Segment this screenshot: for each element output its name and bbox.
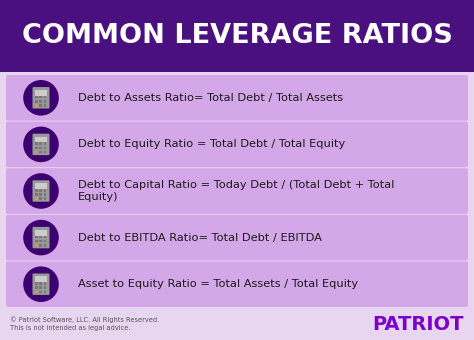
Bar [44, 286, 46, 289]
Text: PATRIOT: PATRIOT [373, 314, 464, 334]
Bar [39, 282, 42, 285]
Bar [44, 142, 46, 145]
Bar [44, 100, 46, 103]
Bar [35, 286, 38, 289]
FancyBboxPatch shape [35, 90, 47, 96]
Bar [35, 240, 38, 242]
Bar [44, 104, 46, 107]
Bar [39, 151, 42, 153]
Text: Asset to Equity Ratio = Total Assets / Total Equity: Asset to Equity Ratio = Total Assets / T… [78, 279, 358, 289]
Text: Debt to Assets Ratio= Total Debt / Total Assets: Debt to Assets Ratio= Total Debt / Total… [78, 93, 343, 103]
FancyBboxPatch shape [35, 276, 47, 282]
Circle shape [23, 80, 59, 116]
Bar [35, 96, 38, 99]
FancyBboxPatch shape [33, 134, 49, 155]
Bar [35, 142, 38, 145]
Bar [35, 147, 38, 149]
Bar [39, 291, 42, 293]
Circle shape [23, 126, 59, 162]
Bar [44, 151, 46, 153]
Circle shape [23, 173, 59, 209]
FancyBboxPatch shape [33, 87, 49, 108]
FancyBboxPatch shape [33, 180, 49, 202]
Bar [39, 193, 42, 196]
Bar [44, 236, 46, 238]
FancyBboxPatch shape [35, 183, 47, 189]
Bar [44, 147, 46, 149]
Text: COMMON LEVERAGE RATIOS: COMMON LEVERAGE RATIOS [21, 23, 453, 49]
Bar [39, 236, 42, 238]
Text: Debt to EBITDA Ratio= Total Debt / EBITDA: Debt to EBITDA Ratio= Total Debt / EBITD… [78, 233, 322, 243]
Bar [44, 244, 46, 246]
Bar [35, 104, 38, 107]
Circle shape [23, 220, 59, 255]
Bar [39, 240, 42, 242]
FancyBboxPatch shape [6, 261, 468, 307]
FancyBboxPatch shape [35, 230, 47, 236]
FancyBboxPatch shape [33, 273, 49, 295]
Bar [44, 96, 46, 99]
Circle shape [23, 267, 59, 302]
Bar [44, 291, 46, 293]
Text: © Patriot Software, LLC. All Rights Reserved.: © Patriot Software, LLC. All Rights Rese… [10, 317, 159, 323]
FancyBboxPatch shape [35, 137, 47, 142]
Bar [44, 240, 46, 242]
Bar [35, 236, 38, 238]
Bar [39, 147, 42, 149]
Bar [44, 189, 46, 192]
FancyBboxPatch shape [6, 122, 468, 167]
Bar [35, 151, 38, 153]
Bar [35, 244, 38, 246]
FancyBboxPatch shape [6, 168, 468, 214]
Text: Debt to Capital Ratio = Today Debt / (Total Debt + Total
Equity): Debt to Capital Ratio = Today Debt / (To… [78, 180, 394, 202]
Bar [0, 0, 474, 72]
Bar [39, 189, 42, 192]
Text: This is not intended as legal advice.: This is not intended as legal advice. [10, 325, 130, 331]
Bar [39, 100, 42, 103]
Bar [35, 189, 38, 192]
Bar [44, 198, 46, 200]
FancyBboxPatch shape [6, 75, 468, 121]
FancyBboxPatch shape [6, 215, 468, 260]
Bar [39, 104, 42, 107]
Text: Debt to Equity Ratio = Total Debt / Total Equity: Debt to Equity Ratio = Total Debt / Tota… [78, 139, 345, 149]
Bar [35, 282, 38, 285]
Bar [35, 198, 38, 200]
Bar [39, 286, 42, 289]
Bar [39, 142, 42, 145]
Bar [35, 100, 38, 103]
FancyBboxPatch shape [33, 227, 49, 248]
Bar [39, 96, 42, 99]
Bar [44, 282, 46, 285]
Bar [39, 244, 42, 246]
Bar [39, 198, 42, 200]
Bar [35, 193, 38, 196]
Bar [44, 193, 46, 196]
Bar [35, 291, 38, 293]
